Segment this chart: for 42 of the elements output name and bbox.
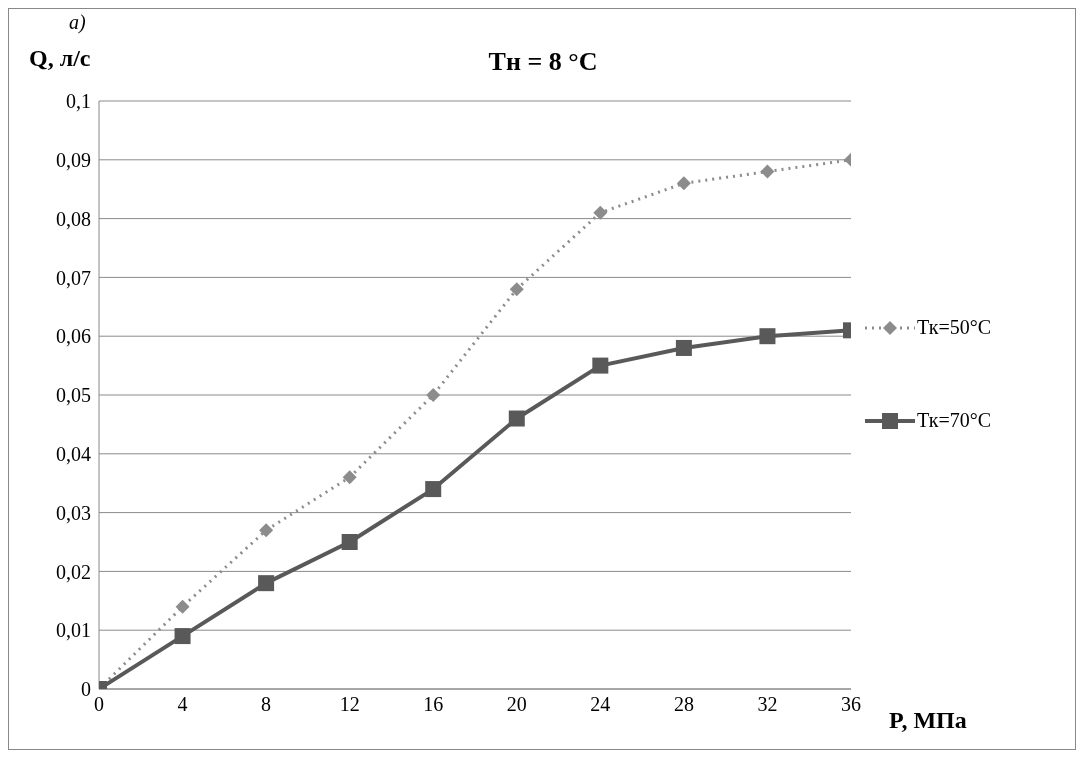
y-tick-label: 0,07 — [56, 266, 91, 289]
text: а) — [69, 11, 86, 34]
y-tick-label: 0,04 — [56, 442, 91, 465]
y-tick-label: 0,02 — [56, 560, 91, 583]
x-tick-label: 16 — [423, 693, 444, 716]
chart-title: Тн = 8 °С — [488, 47, 598, 76]
point — [508, 410, 525, 427]
point — [342, 470, 357, 485]
y-axis-title: Q, л/с — [29, 45, 91, 72]
x-tick-label: 24 — [590, 693, 611, 716]
point — [174, 628, 191, 645]
y-tick-label: 0 — [81, 678, 91, 701]
y-tick-label: 0,08 — [56, 207, 91, 230]
point — [426, 388, 441, 402]
point — [259, 523, 274, 538]
point — [760, 164, 775, 179]
y-tick-label: 0,1 — [66, 90, 91, 113]
x-axis-title: P, МПа — [889, 707, 967, 734]
x-tick-label: 20 — [506, 693, 527, 716]
point — [425, 481, 442, 498]
x-tick-label: 28 — [673, 693, 694, 716]
point — [592, 357, 609, 374]
point — [341, 534, 358, 550]
point — [509, 282, 524, 297]
point — [676, 176, 691, 191]
x-tick-label: 4 — [177, 693, 188, 716]
legend-label: Тк=70°С — [917, 409, 992, 432]
point — [675, 339, 692, 356]
y-tick-label: 0,05 — [56, 384, 91, 407]
x-tick-label: 12 — [339, 693, 360, 716]
point — [258, 575, 275, 592]
y-tick-label: 0,03 — [56, 501, 91, 524]
y-tick-label: 0,06 — [56, 325, 91, 348]
x-tick-label: 8 — [261, 693, 272, 716]
point — [593, 205, 608, 220]
point — [759, 328, 776, 345]
y-tick-label: 0,09 — [56, 148, 91, 171]
point — [175, 599, 190, 614]
y-tick-label: 0,01 — [56, 619, 91, 642]
legend-label: Тк=50°С — [917, 316, 992, 339]
x-tick-label: 36 — [841, 693, 861, 716]
x-tick-label: 32 — [757, 693, 778, 716]
